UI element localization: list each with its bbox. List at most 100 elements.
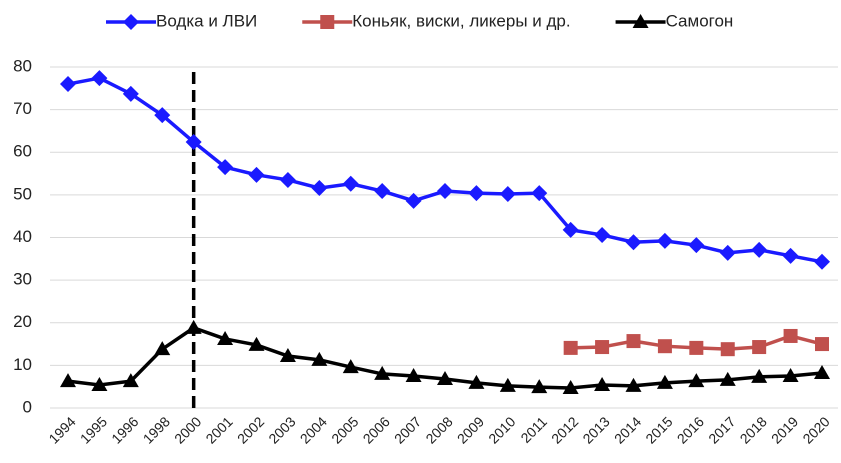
y-tick-label: 70 bbox=[13, 99, 32, 118]
marker bbox=[814, 253, 830, 270]
marker bbox=[154, 107, 171, 124]
marker bbox=[782, 368, 799, 383]
marker bbox=[91, 376, 108, 391]
marker bbox=[248, 336, 265, 351]
marker bbox=[405, 368, 422, 383]
x-tick-label: 2017 bbox=[705, 413, 738, 446]
marker bbox=[437, 183, 453, 200]
y-tick-label: 80 bbox=[13, 56, 32, 75]
legend-marker bbox=[123, 14, 139, 30]
marker bbox=[688, 373, 705, 388]
marker bbox=[719, 244, 736, 261]
x-tick-label: 2009 bbox=[454, 413, 487, 446]
marker bbox=[751, 241, 768, 258]
x-tick-label: 2016 bbox=[674, 413, 707, 446]
y-tick-label: 30 bbox=[13, 270, 32, 289]
marker bbox=[656, 232, 673, 249]
marker bbox=[374, 365, 391, 380]
x-tick-label: 2005 bbox=[328, 413, 361, 446]
x-tick-label: 2013 bbox=[579, 413, 612, 446]
marker bbox=[815, 337, 829, 352]
marker bbox=[720, 342, 735, 357]
x-tick-label: 2004 bbox=[297, 413, 330, 446]
marker bbox=[594, 226, 611, 243]
y-tick-label: 40 bbox=[13, 227, 32, 246]
marker bbox=[311, 180, 328, 197]
x-tick-label: 2003 bbox=[265, 413, 298, 446]
marker bbox=[279, 171, 296, 188]
marker bbox=[91, 70, 108, 87]
marker bbox=[562, 221, 579, 238]
marker bbox=[154, 341, 171, 356]
marker bbox=[185, 319, 202, 334]
marker bbox=[814, 365, 830, 380]
y-tick-label: 10 bbox=[13, 355, 32, 374]
marker bbox=[782, 247, 799, 264]
marker bbox=[248, 166, 265, 183]
x-tick-label: 1998 bbox=[140, 413, 173, 446]
marker bbox=[657, 339, 672, 354]
legend-marker bbox=[632, 14, 649, 28]
x-tick-label: 2015 bbox=[642, 413, 675, 446]
marker bbox=[185, 134, 202, 151]
x-tick-label: 2018 bbox=[737, 413, 770, 446]
marker bbox=[311, 351, 328, 366]
marker bbox=[374, 183, 391, 200]
marker bbox=[625, 377, 642, 392]
marker bbox=[562, 379, 579, 394]
y-tick-label: 60 bbox=[13, 142, 32, 161]
marker bbox=[594, 376, 611, 391]
marker bbox=[60, 373, 76, 388]
series-line bbox=[67, 76, 823, 264]
legend-label: Самогон bbox=[666, 11, 734, 30]
marker bbox=[751, 368, 768, 383]
x-tick-label: 2011 bbox=[517, 413, 550, 446]
marker bbox=[752, 340, 767, 355]
x-tick-label: 2019 bbox=[768, 413, 801, 446]
x-tick-label: 2012 bbox=[548, 413, 581, 446]
marker bbox=[719, 371, 736, 386]
marker bbox=[342, 175, 359, 192]
marker bbox=[689, 340, 704, 355]
x-tick-label: 2006 bbox=[360, 413, 393, 446]
x-tick-label: 2014 bbox=[611, 413, 644, 446]
marker bbox=[468, 185, 485, 202]
x-tick-label: 2002 bbox=[234, 413, 267, 446]
x-tick-label: 1996 bbox=[108, 413, 141, 446]
marker bbox=[60, 76, 76, 93]
legend-marker bbox=[320, 15, 335, 29]
x-tick-label: 2001 bbox=[202, 413, 235, 446]
marker bbox=[499, 377, 516, 392]
x-tick-label: 2010 bbox=[485, 413, 518, 446]
legend-label: Коньяк, виски, ликеры и др. bbox=[352, 11, 570, 30]
marker bbox=[122, 373, 139, 388]
y-tick-label: 0 bbox=[23, 397, 32, 416]
marker bbox=[122, 85, 139, 102]
x-tick-label: 2007 bbox=[391, 413, 424, 446]
marker bbox=[279, 347, 296, 362]
marker bbox=[625, 234, 642, 251]
legend-label: Водка и ЛВИ bbox=[156, 11, 257, 30]
x-tick-label: 2008 bbox=[422, 413, 455, 446]
marker bbox=[595, 340, 610, 355]
marker bbox=[342, 359, 359, 374]
marker bbox=[499, 186, 516, 203]
marker bbox=[783, 328, 798, 343]
marker bbox=[531, 379, 548, 394]
marker bbox=[626, 334, 641, 349]
marker bbox=[688, 237, 705, 254]
marker bbox=[405, 192, 422, 209]
marker bbox=[217, 159, 234, 176]
x-tick-label: 1994 bbox=[45, 413, 78, 446]
marker bbox=[217, 330, 234, 345]
y-tick-label: 50 bbox=[13, 184, 32, 203]
y-tick-label: 20 bbox=[13, 312, 32, 331]
marker bbox=[531, 185, 548, 202]
marker bbox=[468, 374, 485, 389]
marker bbox=[437, 371, 453, 386]
x-tick-label: 2000 bbox=[171, 413, 204, 446]
x-tick-label: 1995 bbox=[77, 413, 110, 446]
x-tick-label: 2020 bbox=[799, 413, 832, 446]
marker bbox=[563, 340, 578, 355]
